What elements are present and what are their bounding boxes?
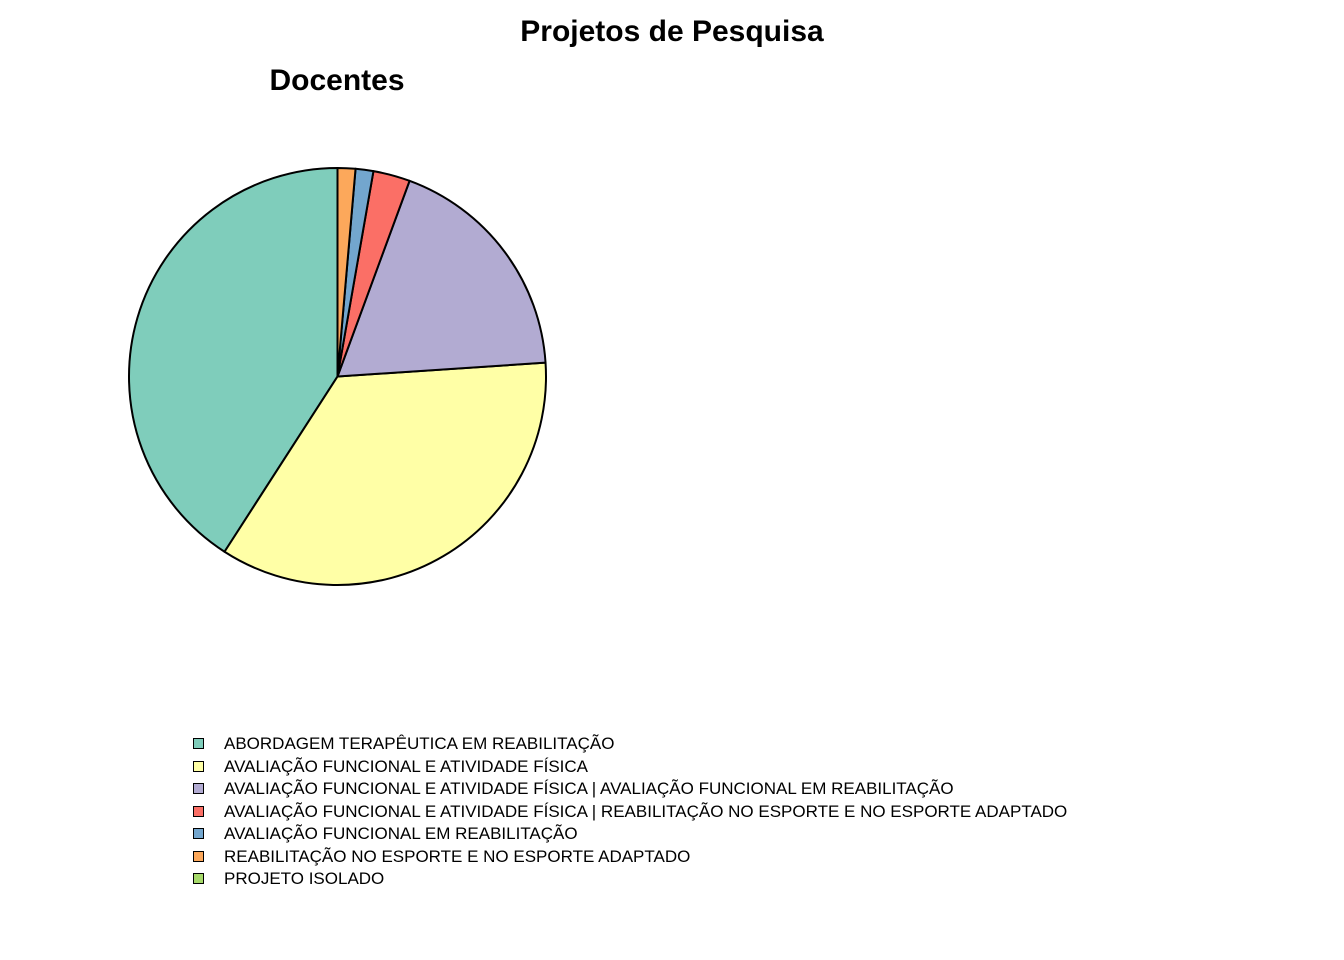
chart-title: Projetos de Pesquisa <box>520 15 824 48</box>
pie-slice-1 <box>223 361 547 586</box>
legend-swatch-1 <box>193 760 204 772</box>
legend-swatch-3 <box>193 805 204 817</box>
pie-slice-5 <box>336 167 357 378</box>
legend-swatch-4 <box>193 828 204 839</box>
legend-swatch-6 <box>193 873 204 884</box>
legend-label-3: AVALIAÇÃO FUNCIONAL E ATIVIDADE FÍSICA |… <box>224 801 1068 821</box>
legend-label-4: AVALIAÇÃO FUNCIONAL EM REABILITAÇÃO <box>224 824 578 843</box>
legend-label-1: AVALIAÇÃO FUNCIONAL E ATIVIDADE FÍSICA <box>224 756 589 776</box>
legend-label-5: REABILITAÇÃO NO ESPORTE E NO ESPORTE ADA… <box>224 846 691 866</box>
pie-chart <box>128 167 547 586</box>
legend-label-6: PROJETO ISOLADO <box>224 869 385 888</box>
legend-label-2: AVALIAÇÃO FUNCIONAL E ATIVIDADE FÍSICA |… <box>224 779 954 798</box>
legend-swatch-5 <box>193 850 204 862</box>
legend-swatch-0 <box>193 738 204 749</box>
legend-swatch-2 <box>193 783 204 794</box>
chart-subtitle: Docentes <box>269 64 405 97</box>
legend-label-0: ABORDAGEM TERAPÊUTICA EM REABILITAÇÃO <box>224 734 615 753</box>
pie-slice-2 <box>336 179 547 378</box>
